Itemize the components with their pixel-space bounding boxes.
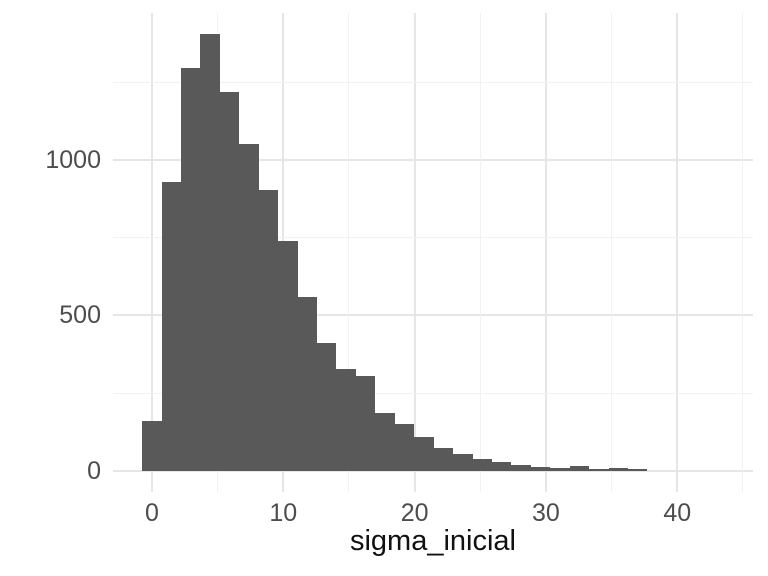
histogram-bar: [608, 468, 628, 471]
histogram-bar: [336, 369, 356, 471]
gridline-y-major: [113, 159, 753, 162]
x-tick-label: 40: [663, 499, 692, 527]
gridline-x-minor: [742, 13, 744, 492]
histogram-bar: [414, 437, 434, 471]
histogram-bar: [627, 469, 648, 471]
histogram-bar: [530, 467, 551, 471]
histogram-bar: [297, 297, 318, 471]
histogram-bar: [142, 421, 162, 471]
histogram-bar: [161, 181, 181, 471]
histogram-bar: [569, 465, 590, 471]
gridline-x-major: [676, 13, 679, 492]
gridline-y-minor: [113, 237, 753, 239]
x-tick-label: 30: [532, 499, 560, 527]
histogram-bar: [491, 462, 512, 471]
histogram-bar: [200, 34, 220, 471]
histogram-bar: [394, 424, 415, 471]
x-tick-label: 20: [400, 499, 429, 527]
histogram-bar: [278, 240, 298, 471]
gridline-x-major: [413, 13, 416, 492]
histogram-bar: [375, 413, 395, 471]
histogram-bar: [511, 465, 531, 471]
y-tick-label: 1000: [45, 146, 101, 175]
gridline-x-minor: [348, 13, 350, 492]
gridline-y-minor: [113, 81, 753, 83]
histogram-bar: [453, 454, 473, 471]
histogram-bar: [472, 459, 492, 471]
histogram-bar: [219, 91, 240, 471]
histogram-bar: [317, 343, 337, 471]
gridline-x-major: [544, 13, 547, 492]
gridline-x-major: [150, 13, 153, 492]
y-tick-label: 0: [87, 456, 101, 485]
gridline-x-minor: [611, 13, 613, 492]
x-tick-label: 10: [269, 499, 298, 527]
histogram-bar: [589, 468, 609, 471]
x-axis-title: sigma_inicial: [349, 525, 516, 557]
y-tick-label: 500: [59, 301, 101, 330]
histogram-bar: [258, 189, 279, 471]
gridline-y-major: [113, 469, 753, 472]
x-tick-label: 0: [145, 499, 159, 527]
histogram-bar: [550, 468, 570, 471]
histogram-bar: [239, 144, 259, 471]
gridline-y-major: [113, 314, 753, 317]
gridline-x-minor: [479, 13, 481, 492]
gridline-y-minor: [113, 392, 753, 394]
histogram-bar: [355, 376, 376, 471]
histogram-bar: [181, 68, 201, 471]
histogram-bar: [433, 447, 454, 471]
